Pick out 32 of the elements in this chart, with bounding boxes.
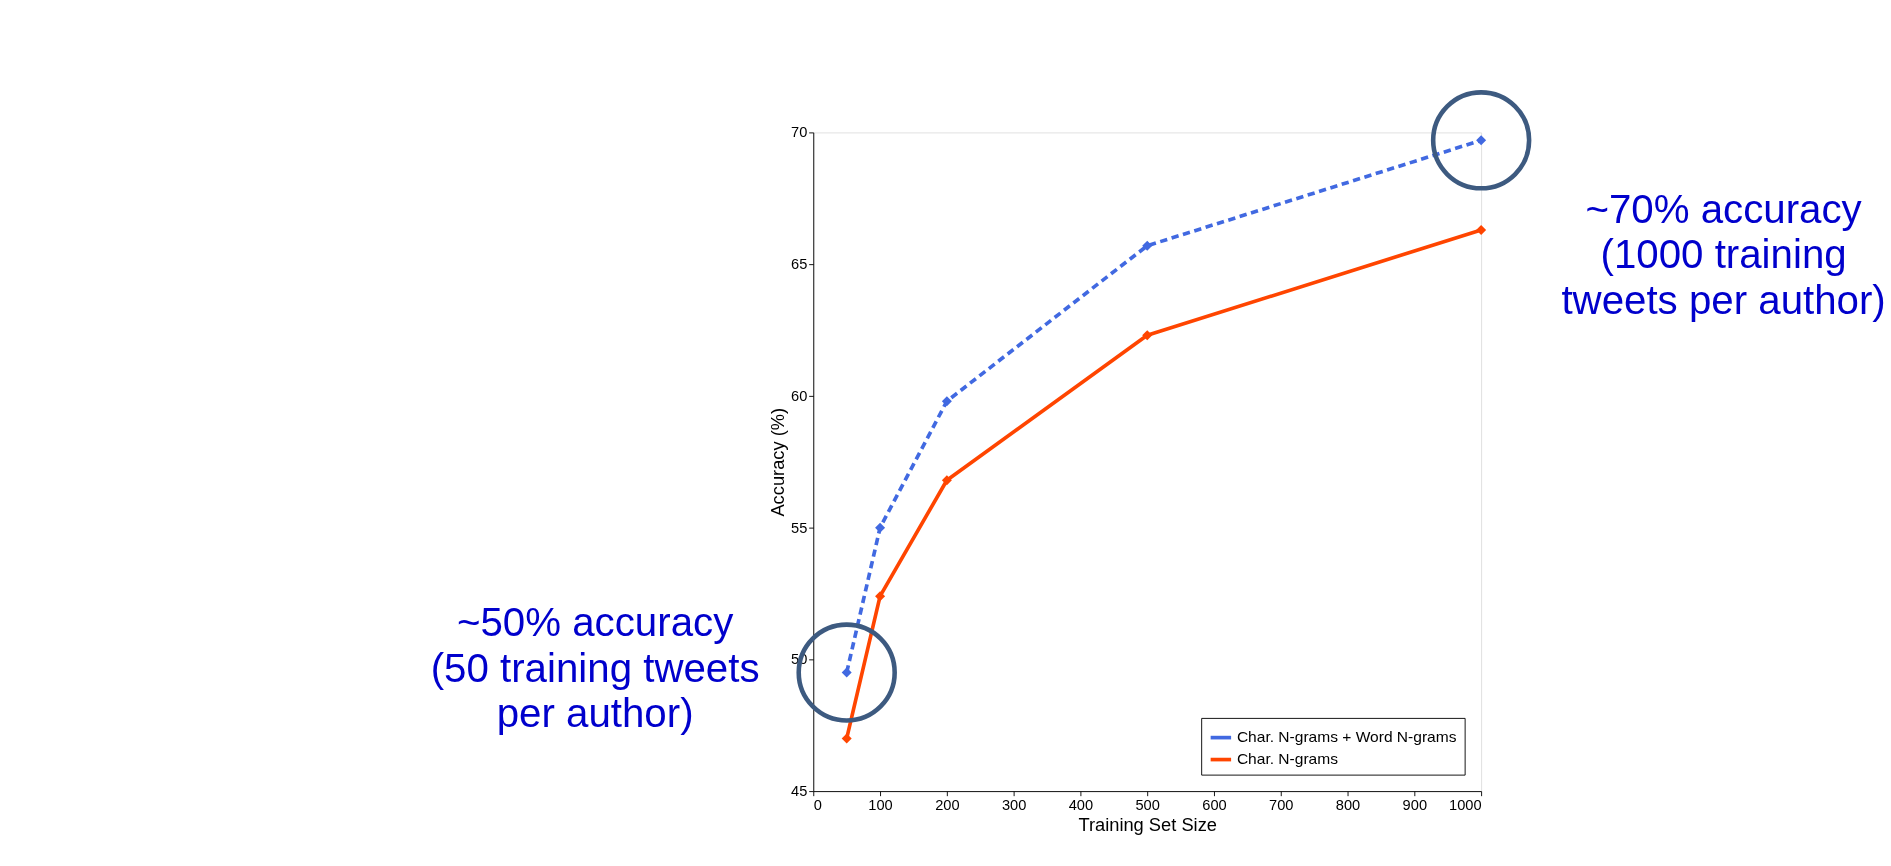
x-tick-label: 1000 (1449, 796, 1482, 813)
x-tick-label: 100 (868, 796, 893, 813)
x-tick-label: 500 (1135, 796, 1160, 813)
x-tick-label: 200 (935, 796, 960, 813)
point (1142, 330, 1153, 341)
x-tick-label: 0 (813, 796, 822, 813)
y-tick-label: 70 (791, 124, 808, 141)
y-tick-label: 55 (791, 519, 808, 536)
x-tick-label: 400 (1068, 796, 1094, 813)
legend-label: Char. N-grams (1236, 750, 1339, 768)
point (841, 733, 852, 744)
point (1476, 224, 1487, 235)
legend-label: Char. N-grams + Word N-grams (1236, 728, 1457, 746)
y-tick-label: 65 (791, 256, 808, 273)
point (875, 591, 886, 602)
point (941, 475, 952, 486)
x-tick-label: 300 (1001, 796, 1027, 813)
point (875, 522, 886, 533)
x-axis-title: Training Set Size (1078, 813, 1217, 835)
x-tick-label: 700 (1269, 796, 1294, 813)
annotation: ~70% accuracy (1000 training tweets per author) (1561, 186, 1886, 324)
point (1476, 135, 1487, 146)
point (941, 396, 952, 407)
point (1142, 240, 1153, 251)
x-tick-label: 900 (1402, 796, 1428, 813)
y-axis-title: Accuracy (%) (766, 407, 788, 517)
y-tick-label: 45 (791, 783, 808, 800)
x-tick-label: 800 (1335, 796, 1361, 813)
x-tick-label: 600 (1202, 796, 1227, 813)
y-tick-label: 60 (791, 387, 808, 404)
annotation: ~50% accuracy (50 training tweets per author) (430, 599, 760, 737)
point (841, 667, 852, 678)
